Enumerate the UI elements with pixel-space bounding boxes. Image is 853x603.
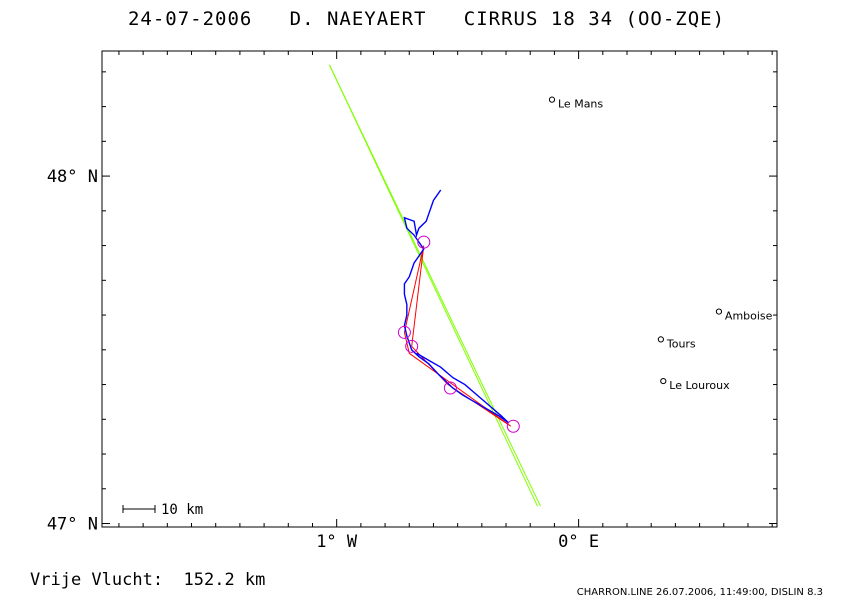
scale-bar-label: 10 km: [161, 502, 203, 518]
turnpoint-marker: [506, 419, 520, 433]
lat-label: 48° N: [47, 167, 98, 187]
city-marker: [660, 377, 667, 385]
city-markers: Le Mans Amboise Tours Le Louroux: [548, 96, 773, 392]
lat-label: 47° N: [47, 515, 98, 535]
city-marker: [657, 336, 664, 343]
sector-line: [328, 64, 541, 507]
free-flight-distance: Vrije Vlucht: 152.2 km: [30, 570, 266, 590]
scale-bar: 10 km: [122, 502, 203, 518]
track-path: [403, 189, 509, 424]
task-route: [403, 245, 512, 427]
city-label: Amboise: [725, 310, 773, 323]
map-title: 24-07-2006 D. NAEYAERT CIRRUS 18 34 (OO-…: [127, 8, 726, 30]
flight-track: [403, 189, 509, 424]
city-marker: [548, 96, 556, 103]
turnpoint-marker: [417, 235, 431, 249]
turnpoint-marker: [443, 381, 457, 395]
city-label: Le Louroux: [669, 379, 730, 392]
axis-ticks: [102, 51, 777, 527]
task-line: [403, 245, 512, 427]
turnpoint-marker: [405, 339, 419, 353]
footer-info: CHARRON.LINE 26.07.2006, 11:49:00, DISLI…: [576, 587, 823, 598]
lon-label: 1° W: [316, 532, 358, 552]
sector-lines: [328, 64, 541, 507]
map-frame: [101, 50, 778, 528]
turnpoint-marker: [397, 325, 411, 339]
lon-label: 0° E: [558, 532, 599, 552]
city-label: Le Mans: [558, 98, 603, 111]
city-marker: [715, 308, 723, 315]
city-label: Tours: [666, 337, 696, 350]
turnpoint-markers: [397, 235, 520, 433]
axis-labels: 48° N 47° N 1° W 0° E: [47, 167, 599, 552]
